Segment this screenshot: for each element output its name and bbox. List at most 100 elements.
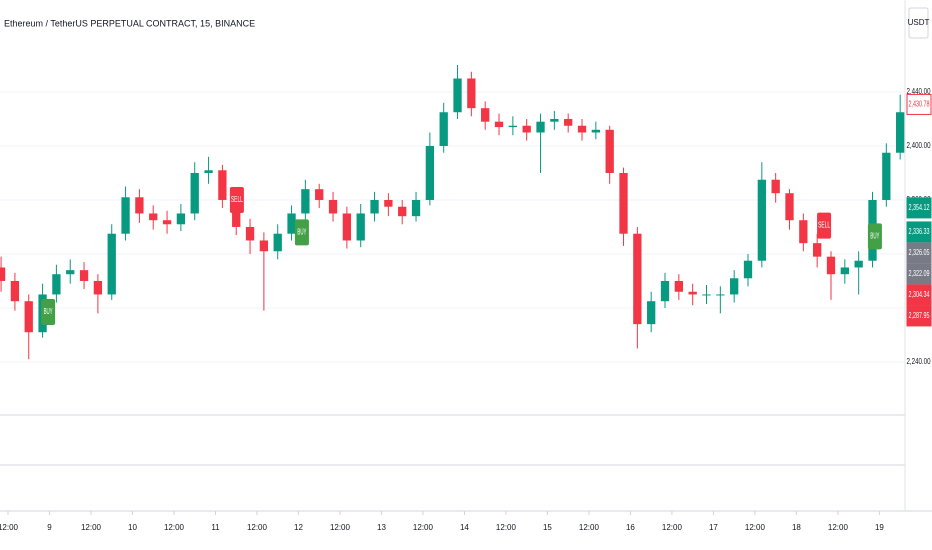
candle-body — [93, 280, 103, 295]
candle-body — [605, 129, 614, 173]
currency-label[interactable]: USDT — [908, 18, 930, 27]
candle-body — [508, 125, 518, 128]
price-badge: 2,354.12 — [906, 197, 932, 219]
candle-body — [245, 226, 255, 241]
price-badge-label: 2,430.78 — [909, 100, 930, 109]
price-badge-box — [906, 197, 932, 219]
candle-body — [716, 294, 725, 296]
candle-body — [550, 118, 559, 122]
price-badge: 2,336.33 — [906, 221, 932, 243]
candle-body — [743, 260, 753, 279]
x-tick-label: 12:00 — [330, 523, 351, 532]
candle-body — [564, 118, 573, 126]
x-tick-label: 12:00 — [579, 523, 600, 532]
signal-marker — [294, 219, 309, 246]
candle-body — [0, 267, 6, 281]
x-tick-label: 12:00 — [828, 523, 849, 532]
candle-body — [619, 172, 628, 234]
signal-marker — [229, 186, 244, 213]
candle-body — [398, 206, 407, 217]
signal: BUY — [41, 299, 56, 326]
candle-body — [356, 213, 365, 241]
signal-marker — [867, 223, 882, 250]
candle-body — [660, 280, 670, 302]
candle-body — [854, 260, 863, 268]
candle-body — [494, 121, 504, 128]
candle-body — [896, 112, 905, 153]
candle-body — [771, 179, 780, 194]
price-badge-label: 2,354.12 — [909, 203, 930, 212]
signal-label: BUY — [44, 307, 53, 316]
x-tick-label: 12:00 — [164, 523, 185, 532]
candle-body — [328, 199, 338, 214]
candle-body — [342, 213, 352, 241]
candle-body — [79, 270, 89, 281]
x-tick-label: 12:00 — [662, 523, 683, 532]
price-badge-label: 2,287.95 — [909, 311, 930, 320]
x-tick-label: 16 — [626, 523, 635, 532]
candle-body — [674, 280, 683, 292]
price-badge-box — [906, 93, 932, 115]
price-badge-box — [906, 305, 932, 327]
price-badge-label: 2,326.05 — [909, 248, 930, 257]
signal: BUY — [867, 223, 882, 250]
signal-label: BUY — [297, 227, 306, 236]
candle-body — [826, 256, 836, 275]
x-tick-label: 12 — [294, 523, 303, 532]
candle-body — [522, 125, 531, 133]
candle-body — [467, 78, 476, 109]
candle-body — [204, 170, 213, 173]
candle-body — [384, 199, 393, 207]
x-tick-label: 12:00 — [247, 523, 268, 532]
price-badge-box — [906, 284, 932, 306]
price-badge-label: 2,304.34 — [909, 290, 930, 299]
x-tick-label: 12:00 — [496, 523, 517, 532]
candle-body — [149, 213, 158, 221]
price-badge: 2,304.34 — [906, 284, 932, 306]
candle-body — [757, 179, 766, 261]
candle-body — [190, 172, 199, 214]
x-tick-label: 17 — [709, 523, 718, 532]
candle-body — [287, 213, 296, 234]
x-tick-label: 10 — [128, 523, 137, 532]
candle-body — [439, 112, 448, 146]
candle-body — [536, 121, 545, 133]
candle-body — [425, 145, 435, 200]
price-badge-label: 2,336.33 — [909, 227, 930, 236]
candle-body — [232, 199, 241, 227]
candle-body — [259, 240, 269, 252]
candle-body — [799, 220, 808, 244]
y-tick-label: 2,240.00 — [907, 357, 931, 366]
price-badge-box — [906, 221, 932, 243]
candle-body — [785, 193, 794, 221]
candle-body — [273, 233, 282, 252]
currency-button[interactable] — [908, 7, 929, 39]
candle-body — [107, 233, 116, 295]
candle-body — [301, 189, 310, 214]
x-tick-label: 12:00 — [0, 523, 19, 532]
x-tick-label: 11 — [211, 523, 220, 532]
candle-body — [162, 220, 172, 225]
candle-body — [840, 267, 849, 275]
candle-body — [453, 78, 462, 113]
x-tick-label: 18 — [792, 523, 801, 532]
signal-label: BUY — [870, 232, 879, 241]
candle-body — [730, 278, 739, 295]
candle-body — [591, 129, 601, 133]
signal-label: SELL — [818, 221, 830, 230]
candle-body — [688, 291, 697, 295]
candle-body — [647, 301, 656, 325]
candle-body — [577, 125, 587, 133]
price-badge-box — [906, 242, 932, 264]
price-badge: 2,322.09 — [906, 263, 932, 285]
candle-body — [481, 108, 490, 122]
signal: SELL — [817, 212, 832, 239]
x-tick-label: 14 — [460, 523, 469, 532]
candle-body — [315, 189, 324, 200]
candle-body — [135, 197, 144, 214]
candle-body — [66, 270, 75, 275]
signal-label: SELL — [231, 195, 243, 204]
signal-marker — [41, 299, 56, 326]
